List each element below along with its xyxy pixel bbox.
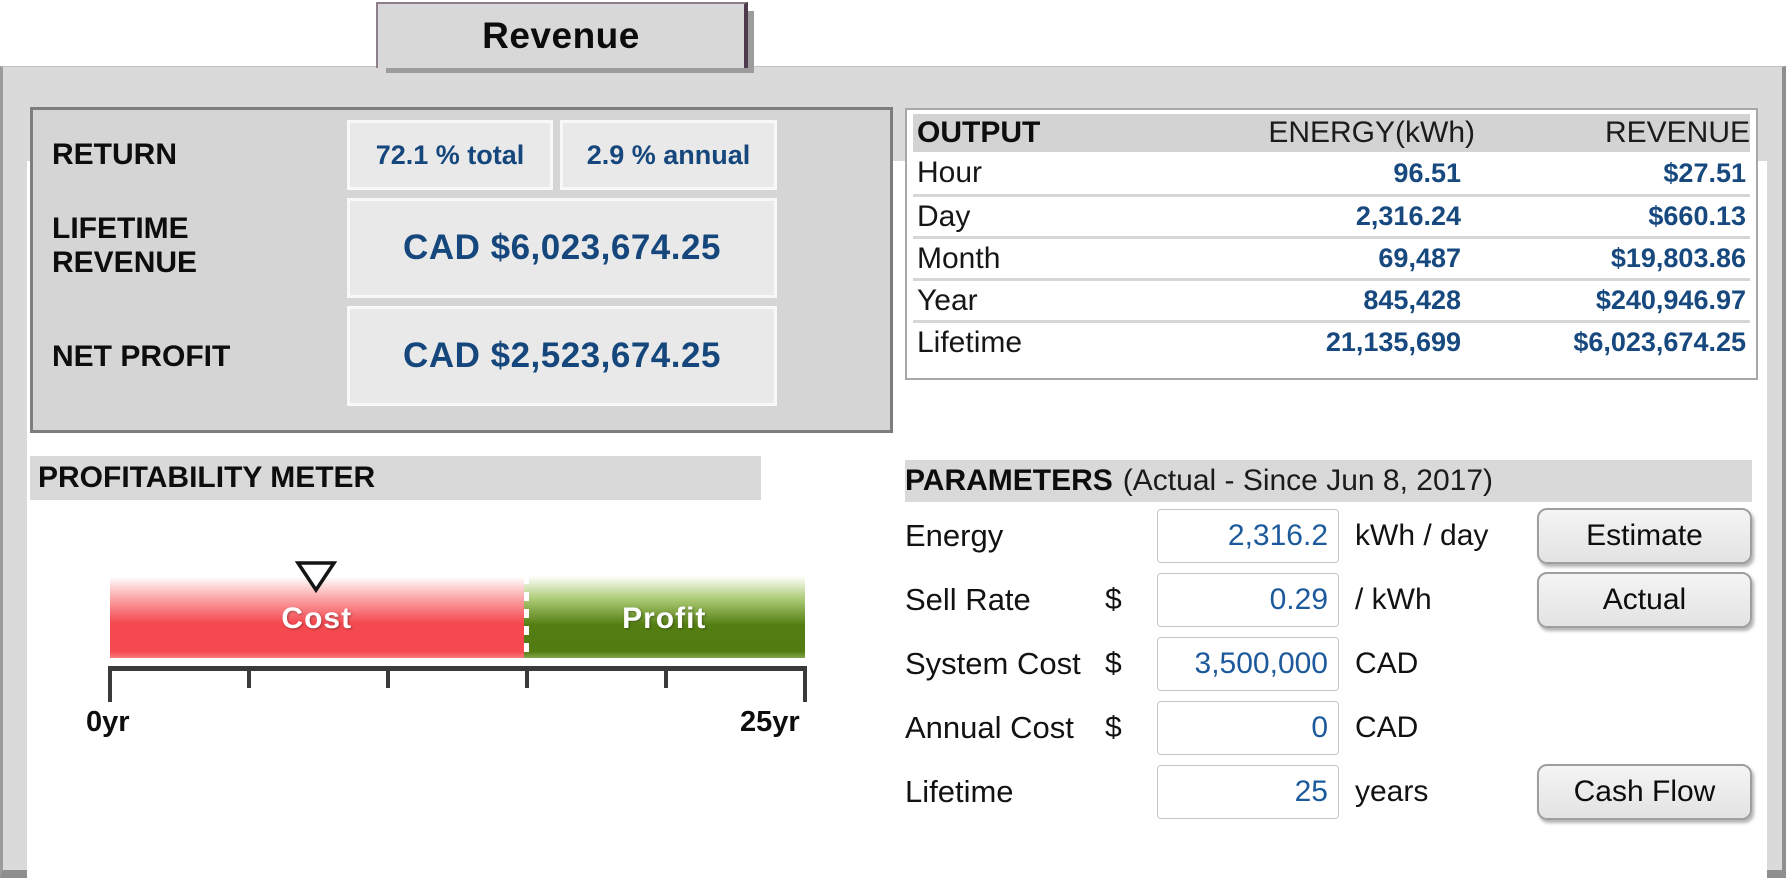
row-energy: 96.51 [1393, 157, 1461, 188]
system-cost-unit: CAD [1355, 647, 1419, 680]
param-row-sell-rate: Sell Rate $ / kWh Actual [905, 570, 1760, 630]
return-total-value: 72.1 % total [375, 139, 525, 170]
actual-button[interactable]: Actual [1537, 572, 1752, 628]
row-revenue: $27.51 [1663, 157, 1746, 188]
row-revenue: $19,803.86 [1610, 243, 1746, 273]
meter-cost-label: Cost [281, 602, 353, 635]
return-annual-box: 2.9 % annual [560, 120, 777, 190]
parameters-header: PARAMETERS (Actual - Since Jun 8, 2017) [905, 460, 1752, 502]
row-label: Day [917, 199, 971, 233]
lifetime-unit: years [1355, 775, 1429, 808]
energy-label: Energy [905, 518, 1004, 553]
meter-axis-line [108, 666, 807, 671]
axis-tick [108, 666, 112, 702]
row-label: Month [917, 241, 1001, 275]
tab-revenue-label: Revenue [482, 15, 640, 56]
return-annual-value: 2.9 % annual [586, 139, 751, 170]
annual-cost-input[interactable] [1157, 701, 1339, 755]
currency-symbol: $ [1105, 647, 1122, 680]
param-row-system-cost: System Cost $ CAD [905, 634, 1760, 694]
table-row: Hour 96.51 $27.51 [913, 152, 1750, 194]
row-revenue: $6,023,674.25 [1573, 327, 1746, 357]
axis-start-label: 0yr [86, 706, 130, 738]
triangle-down-icon [295, 561, 338, 594]
row-revenue: $660.13 [1648, 201, 1746, 231]
output-table-header: OUTPUT ENERGY(kWh) REVENUE [913, 114, 1750, 152]
lifetime-revenue-label: LIFETIME REVENUE [52, 212, 198, 279]
net-profit-box: CAD $2,523,674.25 [347, 306, 777, 406]
parameters-title: PARAMETERS [905, 464, 1113, 497]
lifetime-revenue-box: CAD $6,023,674.25 [347, 198, 777, 298]
table-row: Year 845,428 $240,946.97 [913, 278, 1750, 320]
row-label: Lifetime [917, 325, 1023, 359]
row-revenue: $240,946.97 [1595, 285, 1746, 315]
param-row-lifetime: Lifetime years Cash Flow [905, 762, 1760, 822]
axis-end-label: 25yr [740, 706, 800, 738]
lifetime-input[interactable] [1157, 765, 1339, 819]
estimate-button[interactable]: Estimate [1537, 508, 1752, 564]
row-label: Hour [917, 156, 983, 189]
axis-tick [247, 666, 251, 688]
net-profit-label: NET PROFIT [52, 340, 231, 373]
currency-symbol: $ [1105, 583, 1122, 616]
annual-cost-unit: CAD [1355, 711, 1419, 744]
tab-revenue[interactable]: Revenue [376, 2, 748, 68]
row-energy: 21,135,699 [1325, 327, 1461, 357]
meter-profit-label: Profit [622, 602, 707, 635]
system-cost-label: System Cost [905, 646, 1081, 681]
axis-tick [803, 666, 807, 702]
lifetime-label: Lifetime [905, 774, 1014, 809]
sell-rate-unit: / kWh [1355, 583, 1432, 616]
row-label: Year [917, 283, 978, 317]
cash-flow-button[interactable]: Cash Flow [1537, 764, 1752, 820]
parameters-subtitle: (Actual - Since Jun 8, 2017) [1122, 464, 1493, 497]
annual-cost-label: Annual Cost [905, 710, 1074, 745]
revenue-header-label: REVENUE [1604, 116, 1750, 149]
currency-symbol: $ [1105, 711, 1122, 744]
output-table: OUTPUT ENERGY(kWh) REVENUE Hour 96.51 $2… [905, 108, 1758, 380]
profitability-meter-title: PROFITABILITY METER [38, 461, 376, 494]
row-energy: 2,316.24 [1355, 201, 1461, 231]
meter-breakeven-divider [523, 575, 529, 658]
profitability-meter-header: PROFITABILITY METER [30, 456, 761, 500]
param-row-annual-cost: Annual Cost $ CAD [905, 698, 1760, 758]
energy-input[interactable] [1157, 509, 1339, 563]
table-row: Month 69,487 $19,803.86 [913, 236, 1750, 278]
axis-tick [664, 666, 668, 688]
lifetime-revenue-value: CAD $6,023,674.25 [403, 228, 721, 267]
net-profit-value: CAD $2,523,674.25 [403, 336, 721, 375]
energy-header-label: ENERGY(kWh) [1268, 116, 1475, 149]
axis-tick [525, 666, 529, 688]
return-label: RETURN [52, 138, 177, 171]
system-cost-input[interactable] [1157, 637, 1339, 691]
row-energy: 845,428 [1363, 285, 1461, 315]
sell-rate-input[interactable] [1157, 573, 1339, 627]
profitability-meter: Cost Profit [110, 561, 805, 658]
row-energy: 69,487 [1378, 243, 1461, 273]
param-row-energy: Energy kWh / day Estimate [905, 506, 1760, 566]
meter-profit-segment [523, 575, 805, 658]
return-total-box: 72.1 % total [347, 120, 553, 190]
table-row: Lifetime 21,135,699 $6,023,674.25 [913, 320, 1750, 362]
table-row: Day 2,316.24 $660.13 [913, 194, 1750, 236]
energy-unit: kWh / day [1355, 519, 1489, 552]
axis-tick [386, 666, 390, 688]
sell-rate-label: Sell Rate [905, 582, 1031, 617]
output-header-label: OUTPUT [917, 116, 1041, 149]
